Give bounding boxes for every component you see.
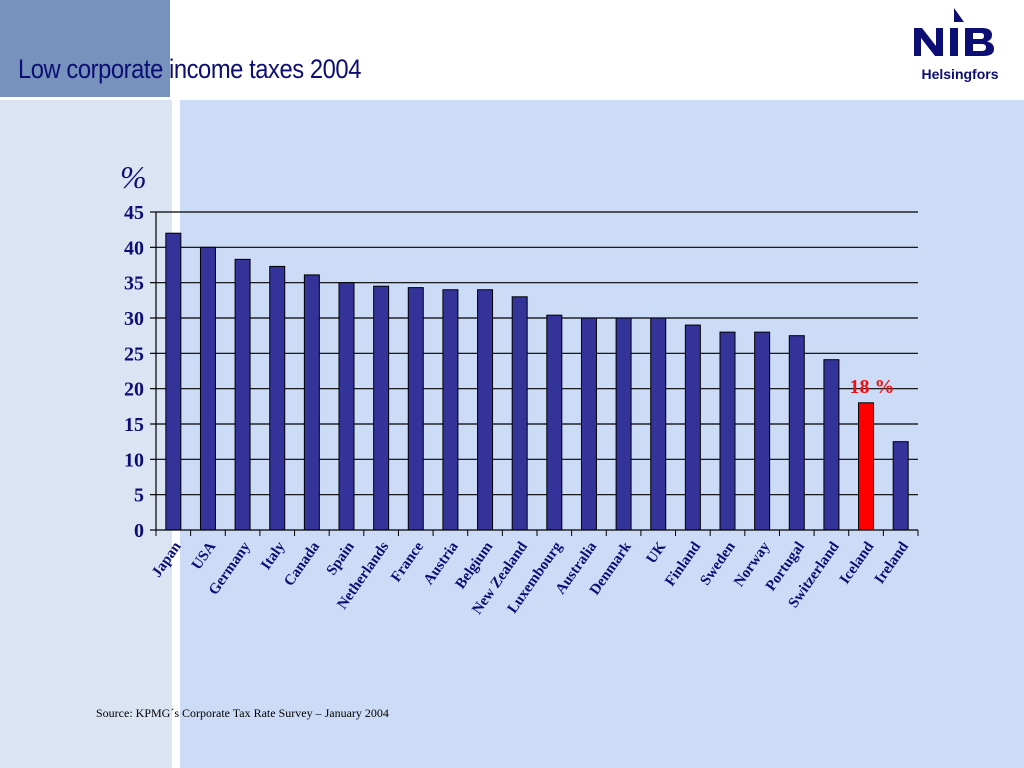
- y-tick-label: 40: [124, 237, 144, 259]
- x-category-label: Finland: [662, 539, 704, 590]
- y-tick-label: 10: [124, 449, 144, 471]
- logo-sail: [954, 8, 964, 22]
- x-category-label: Japan: [149, 539, 185, 581]
- x-category-label: Ireland: [872, 539, 913, 587]
- bar-finland: [684, 324, 701, 531]
- bar-luxembourg: [546, 314, 563, 531]
- bar-canada: [303, 274, 320, 531]
- bar-norway: [754, 331, 771, 531]
- bar-uk: [650, 317, 667, 531]
- bar-new-zealand: [511, 296, 528, 531]
- y-tick-label: 15: [124, 414, 144, 436]
- logo-text: Helsingfors: [921, 66, 999, 82]
- bar-australia: [580, 317, 597, 531]
- y-tick-label: 30: [124, 308, 144, 330]
- logo-letter-i: [950, 28, 958, 56]
- bar-ireland: [892, 441, 909, 531]
- corner-block: [0, 0, 170, 97]
- bar-usa: [199, 246, 216, 531]
- main-panel: [180, 100, 1024, 768]
- x-category-label: Canada: [281, 539, 323, 590]
- iceland-annotation: 18 %: [850, 376, 895, 398]
- bar-belgium: [477, 289, 494, 531]
- y-tick-label: 0: [134, 520, 144, 542]
- y-tick-label: 5: [134, 485, 144, 507]
- y-tick-label: 45: [124, 202, 144, 224]
- page-title: Low corporate income taxes 2004: [18, 54, 361, 84]
- bar-sweden: [719, 331, 736, 531]
- axes: [150, 211, 919, 536]
- bars: [165, 232, 909, 531]
- nib-logo-mark: [914, 8, 994, 56]
- bar-germany: [234, 258, 251, 531]
- bar-switzerland: [823, 359, 840, 531]
- y-tick-label: 25: [124, 343, 144, 365]
- source-note: Source: KPMG´s Corporate Tax Rate Survey…: [96, 706, 389, 720]
- bar-france: [407, 287, 424, 531]
- bar-denmark: [615, 317, 632, 531]
- x-category-label: UK: [643, 539, 669, 567]
- nib-logo: Helsingfors: [900, 6, 1020, 96]
- x-category-label: Italy: [258, 539, 289, 573]
- bar-portugal: [788, 335, 805, 531]
- logo-letter-b: [965, 28, 994, 56]
- x-category-label: Spain: [324, 539, 359, 579]
- bar-netherlands: [373, 285, 390, 531]
- y-tick-label: 35: [124, 273, 144, 295]
- y-tick-label: 20: [124, 379, 144, 401]
- x-category-label: USA: [189, 539, 219, 573]
- bar-japan: [165, 232, 182, 531]
- x-category-label: Iceland: [837, 539, 878, 588]
- bar-austria: [442, 289, 459, 531]
- bar-spain: [338, 282, 355, 531]
- logo-letter-n: [914, 28, 943, 56]
- left-panel: [0, 100, 172, 768]
- bar-iceland: [858, 402, 875, 531]
- y-axis-unit-label: %: [120, 159, 147, 195]
- bar-italy: [269, 265, 286, 531]
